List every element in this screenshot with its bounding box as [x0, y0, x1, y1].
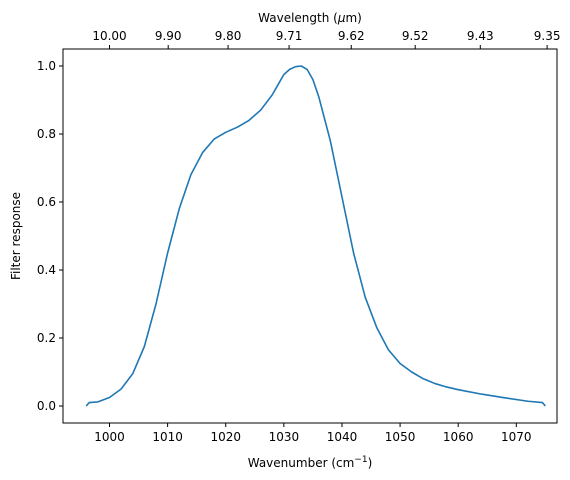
plot-frame [62, 48, 558, 424]
y-tick-label: 0.0 [37, 399, 56, 413]
y-tick-label: 0.4 [37, 263, 56, 277]
top-axis-label: Wavelength (μm) [258, 11, 362, 25]
top-axis-ticks: 10.00 9.90 9.80 9.71 9.62 9.52 9.43 9.35 [92, 29, 560, 49]
x-tick-label: 1030 [269, 430, 300, 444]
y-tick-label: 0.6 [37, 195, 56, 209]
top-axis-label-suffix: m) [345, 11, 361, 25]
x-axis-label-text: Wavenumber (cm [248, 456, 355, 470]
top-tick-label: 9.43 [467, 29, 494, 43]
top-tick-label: 9.71 [276, 29, 303, 43]
x-tick-label: 1070 [501, 430, 532, 444]
x-axis-ticks: 1000 1010 1020 1030 1040 1050 1060 1070 [94, 423, 532, 444]
x-tick-label: 1000 [94, 430, 125, 444]
x-tick-label: 1060 [443, 430, 474, 444]
y-tick-label: 0.8 [37, 127, 56, 141]
top-tick-label: 10.00 [92, 29, 126, 43]
top-tick-label: 9.52 [402, 29, 429, 43]
top-axis-label-prefix: Wavelength ( [258, 11, 338, 25]
y-tick-label: 0.2 [37, 331, 56, 345]
x-tick-label: 1010 [152, 430, 183, 444]
x-tick-label: 1040 [327, 430, 358, 444]
top-tick-label: 9.62 [338, 29, 365, 43]
top-axis-label-mu: μ [337, 11, 346, 25]
series-line [85, 65, 546, 407]
top-tick-label: 9.90 [155, 29, 182, 43]
plot-area [63, 49, 557, 423]
top-tick-label: 9.35 [534, 29, 561, 43]
x-axis-label-superscript: −1 [354, 455, 367, 465]
x-axis-label-close: ) [368, 456, 373, 470]
x-tick-label: 1050 [385, 430, 416, 444]
y-tick-label: 1.0 [37, 59, 56, 73]
x-axis-label: Wavenumber (cm−1) [248, 455, 373, 470]
top-tick-label: 9.80 [215, 29, 242, 43]
x-tick-label: 1020 [210, 430, 241, 444]
y-axis-ticks: 0.0 0.2 0.4 0.6 0.8 1.0 [37, 59, 63, 413]
y-axis-label: Filter response [9, 192, 23, 280]
